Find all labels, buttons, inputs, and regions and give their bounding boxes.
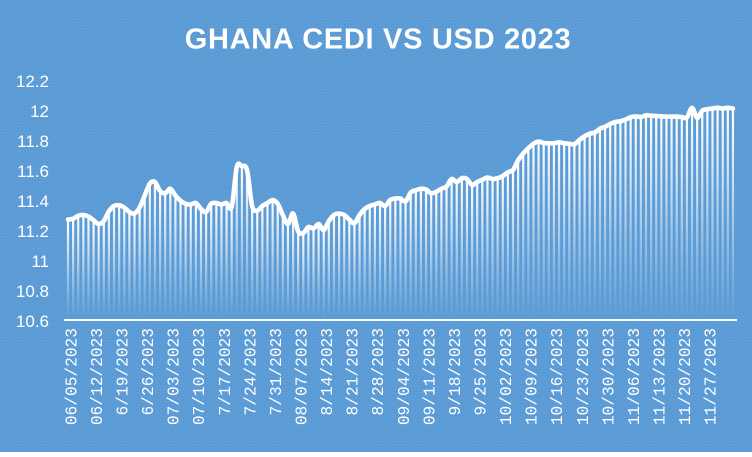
svg-text:10.8: 10.8 (16, 282, 49, 301)
svg-text:11: 11 (31, 252, 49, 271)
svg-text:10/09/2023: 10/09/2023 (524, 328, 542, 425)
svg-text:8/21/2023: 8/21/2023 (345, 328, 363, 415)
svg-text:7/17/2023: 7/17/2023 (217, 328, 235, 415)
svg-text:09/11/2023: 09/11/2023 (421, 328, 439, 425)
svg-text:12: 12 (30, 102, 49, 121)
svg-text:11/13/2023: 11/13/2023 (652, 328, 670, 425)
svg-text:07/03/2023: 07/03/2023 (166, 328, 184, 425)
svg-text:11/27/2023: 11/27/2023 (703, 328, 721, 425)
svg-text:7/24/2023: 7/24/2023 (242, 328, 260, 415)
svg-text:07/10/2023: 07/10/2023 (191, 328, 209, 425)
svg-text:9/25/2023: 9/25/2023 (473, 328, 491, 415)
svg-text:08/07/2023: 08/07/2023 (294, 328, 312, 425)
svg-text:6/26/2023: 6/26/2023 (140, 328, 158, 415)
svg-text:10/30/2023: 10/30/2023 (600, 328, 618, 425)
svg-text:12.2: 12.2 (16, 72, 49, 91)
svg-text:6/19/2023: 6/19/2023 (115, 328, 133, 415)
svg-text:11/20/2023: 11/20/2023 (677, 328, 695, 425)
svg-text:8/28/2023: 8/28/2023 (370, 328, 388, 415)
svg-text:10/02/2023: 10/02/2023 (498, 328, 516, 425)
svg-text:7/31/2023: 7/31/2023 (268, 328, 286, 415)
svg-text:11.2: 11.2 (17, 222, 49, 241)
svg-text:10.6: 10.6 (16, 312, 49, 331)
svg-text:10/16/2023: 10/16/2023 (549, 328, 567, 425)
svg-text:10/23/2023: 10/23/2023 (575, 328, 593, 425)
svg-text:11.8: 11.8 (17, 132, 49, 151)
svg-text:11/06/2023: 11/06/2023 (626, 328, 644, 425)
svg-text:11.4: 11.4 (17, 192, 49, 211)
svg-text:06/12/2023: 06/12/2023 (89, 328, 107, 425)
svg-text:06/05/2023: 06/05/2023 (63, 328, 81, 425)
svg-text:GHANA CEDI VS USD 2023: GHANA CEDI VS USD 2023 (185, 24, 572, 56)
svg-text:09/04/2023: 09/04/2023 (396, 328, 414, 425)
svg-text:8/14/2023: 8/14/2023 (319, 328, 337, 415)
svg-text:11.6: 11.6 (17, 162, 49, 181)
svg-text:9/18/2023: 9/18/2023 (447, 328, 465, 415)
